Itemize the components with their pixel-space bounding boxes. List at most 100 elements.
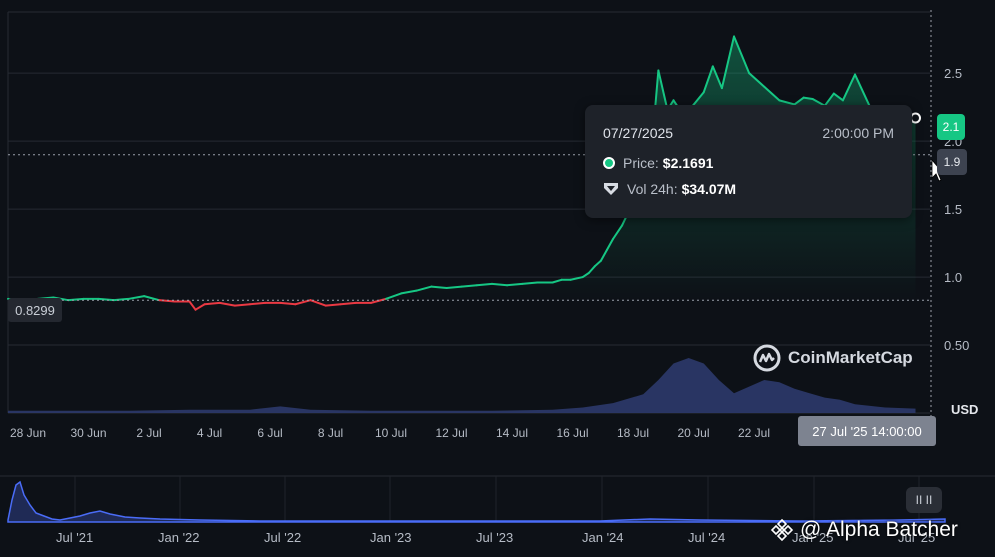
y-tick-2: 1.5 [944,202,962,217]
price-segment-41 [587,265,596,274]
price-segment-23 [339,301,357,306]
navigator-handle[interactable]: II II [906,487,942,513]
navigator-tick-3: Jan '23 [370,530,412,545]
x-tick-12: 22 Jul [738,426,770,440]
x-tick-8: 14 Jul [496,426,528,440]
price-segment-19 [279,301,297,306]
brand-text: CoinMarketCap [788,348,913,367]
x-axis-ticks: 28 Jun 30 Jun 2 Jul 4 Jul 6 Jul 8 Jul 10 Jul 12… [10,426,770,440]
x-tick-3: 4 Jul [197,426,222,440]
y-tick-4: 2.5 [944,66,962,81]
navigator-tick-6: Jul '24 [688,530,726,545]
y-tick-0: 0.50 [944,338,969,353]
volume-area-path [8,358,916,413]
price-area-fill [8,36,916,301]
cursor-price-tag: 1.9 [937,149,967,175]
price-segment-61 [778,99,796,106]
x-tick-6: 10 Jul [375,426,407,440]
watermark: @ Alpha Batcher [770,518,958,542]
price-segment-39 [569,276,584,281]
x-tick-7: 12 Jul [435,426,467,440]
price-segment-40 [581,271,590,279]
volume-area [8,358,916,413]
price-segment-30 [445,285,463,289]
price-segment-60 [763,85,781,102]
price-segment-37 [551,278,563,284]
navigator-tick-2: Jul '22 [264,530,302,545]
price-segment-31 [460,284,478,288]
price-segment-42 [593,259,602,268]
price-segment-57 [720,35,735,90]
price-segment-55 [702,65,714,94]
price-segment-68 [854,73,872,109]
coinmarketcap-icon [753,344,781,372]
hover-tooltip: 07/27/2025 2:00:00 PM Price: $2.1691 Vol… [585,105,912,218]
price-area-path [8,36,916,301]
price-segment-9 [143,295,161,302]
price-segment-7 [112,297,130,302]
range-navigator[interactable] [0,475,995,523]
x-tick-2: 2 Jul [136,426,161,440]
price-segment-27 [400,289,418,295]
navigator-tick-0: Jul '21 [56,530,94,545]
price-segment-25 [370,297,388,304]
price-segment-58 [733,35,751,75]
tooltip-date: 07/27/2025 [603,125,674,141]
price-segment-66 [832,92,844,102]
price-segment-54 [690,91,705,109]
price-segment-56 [711,65,723,90]
price-segment-35 [521,281,539,285]
price-segment-64 [811,97,826,107]
price-segment-6 [97,297,115,302]
price-segment-67 [841,73,856,102]
navigator-tick-4: Jul '23 [476,530,514,545]
navigator-tick-8: Jul '25 [898,530,936,545]
navigator-tick-1: Jan '22 [158,530,200,545]
price-segment-20 [294,299,312,306]
price-segment-16 [233,303,251,307]
x-tick-11: 20 Jul [677,426,709,440]
price-segment-29 [430,285,448,289]
price-segment-4 [67,297,85,302]
current-price-marker [910,112,921,124]
price-segment-65 [823,92,835,107]
tooltip-price-label: Price: [623,155,659,171]
navigator-series [7,480,946,523]
tooltip-vol-value: $34.07M [681,181,737,197]
price-segment-45 [612,224,624,241]
price-segment-32 [475,282,493,287]
y-tick-1: 1.0 [944,270,962,285]
currency-label: USD [951,402,979,417]
cursor-date-tag: 27 Jul '25 14:00:00 [798,416,936,446]
price-segment-13 [194,303,206,311]
baseline-price-tag: 0.8299 [8,298,62,322]
price-segment-62 [793,96,805,106]
x-tick-9: 16 Jul [556,426,588,440]
price-segment-28 [415,285,433,292]
current-price-tag: 2.1 [937,114,965,140]
coinmarketcap-logo: CoinMarketCap [752,343,913,373]
volume-shield-icon [604,183,618,195]
tooltip-time: 2:00:00 PM [822,125,894,141]
x-tick-0: 28 Jun [10,426,46,440]
watermark-text: @ Alpha Batcher [800,518,958,541]
price-segment-43 [599,248,608,262]
price-segment-17 [249,301,267,306]
x-tick-5: 8 Jul [318,426,343,440]
price-segment-14 [203,301,221,306]
price-segment-63 [802,96,814,100]
navigator-tick-5: Jan '24 [582,530,624,545]
x-tick-10: 18 Jul [617,426,649,440]
price-segment-34 [506,282,524,287]
price-segment-26 [385,292,403,300]
price-segment-50 [657,69,669,111]
tooltip-price-value: $2.1691 [662,155,714,171]
x-tick-1: 30 Jun [70,426,106,440]
price-segment-15 [218,301,236,307]
price-segment-8 [128,295,146,300]
price-segment-59 [748,72,766,88]
price-segment-10 [158,299,176,303]
price-dot-icon [603,157,615,169]
binance-diamond-icon [770,518,794,542]
